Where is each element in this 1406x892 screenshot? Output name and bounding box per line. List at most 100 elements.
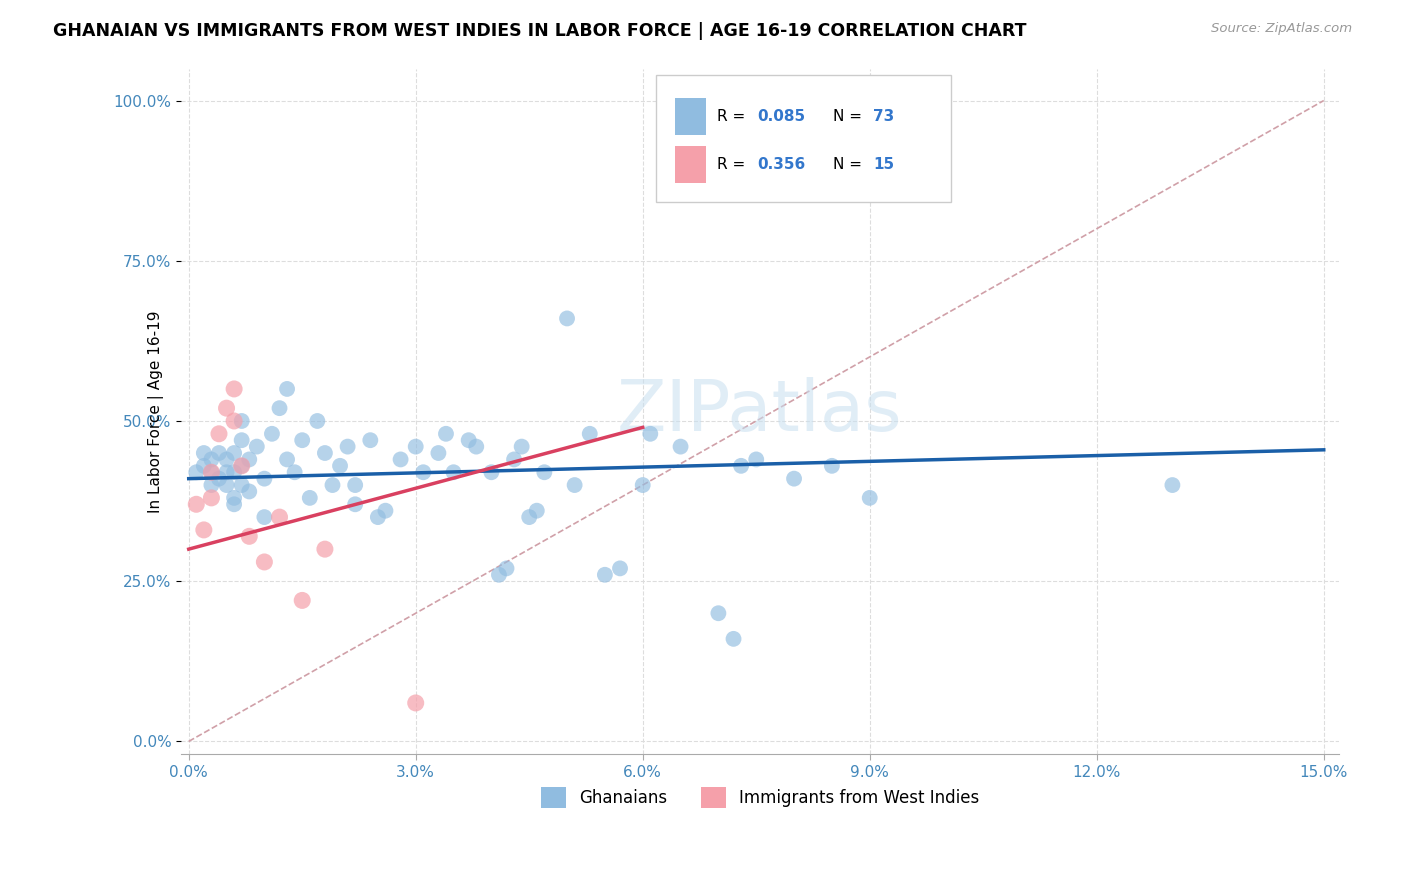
Point bbox=[193, 446, 215, 460]
Point bbox=[224, 446, 246, 460]
Point bbox=[526, 504, 548, 518]
Point bbox=[503, 452, 526, 467]
Point bbox=[224, 414, 246, 428]
Point bbox=[631, 478, 654, 492]
Point bbox=[253, 555, 276, 569]
Point bbox=[200, 465, 222, 479]
Point bbox=[344, 478, 367, 492]
Point bbox=[730, 458, 752, 473]
Text: R =: R = bbox=[717, 157, 751, 172]
Point bbox=[374, 504, 396, 518]
Point bbox=[215, 452, 238, 467]
Point bbox=[238, 529, 260, 543]
FancyBboxPatch shape bbox=[655, 76, 950, 202]
Point bbox=[193, 523, 215, 537]
Point bbox=[488, 567, 510, 582]
Point bbox=[291, 434, 314, 448]
Point bbox=[821, 458, 844, 473]
Text: Source: ZipAtlas.com: Source: ZipAtlas.com bbox=[1212, 22, 1353, 36]
Point bbox=[405, 440, 427, 454]
Point bbox=[260, 426, 283, 441]
Point bbox=[231, 458, 253, 473]
Point bbox=[479, 465, 502, 479]
Point bbox=[564, 478, 586, 492]
Point bbox=[389, 452, 412, 467]
Text: ZIPatlas: ZIPatlas bbox=[617, 376, 903, 446]
Text: N =: N = bbox=[832, 157, 868, 172]
Point bbox=[640, 426, 662, 441]
Point bbox=[231, 434, 253, 448]
Point bbox=[465, 440, 488, 454]
Point bbox=[246, 440, 269, 454]
Point bbox=[238, 452, 260, 467]
Point bbox=[193, 458, 215, 473]
Point bbox=[231, 478, 253, 492]
Point bbox=[517, 510, 540, 524]
Point bbox=[321, 478, 343, 492]
Point bbox=[269, 401, 291, 416]
Point bbox=[723, 632, 745, 646]
Point bbox=[208, 446, 231, 460]
Point bbox=[669, 440, 692, 454]
Point bbox=[215, 465, 238, 479]
Point bbox=[224, 465, 246, 479]
Point bbox=[224, 491, 246, 505]
Point bbox=[314, 542, 336, 557]
Point bbox=[510, 440, 533, 454]
Point bbox=[253, 472, 276, 486]
Point bbox=[224, 497, 246, 511]
Point bbox=[208, 426, 231, 441]
Point bbox=[859, 491, 882, 505]
Point bbox=[208, 472, 231, 486]
Point bbox=[314, 446, 336, 460]
Point bbox=[783, 472, 806, 486]
Point bbox=[238, 484, 260, 499]
Point bbox=[412, 465, 434, 479]
Y-axis label: In Labor Force | Age 16-19: In Labor Force | Age 16-19 bbox=[149, 310, 165, 513]
Point bbox=[745, 452, 768, 467]
Point bbox=[707, 606, 730, 620]
Point bbox=[434, 426, 457, 441]
Point bbox=[186, 497, 208, 511]
Point bbox=[336, 440, 359, 454]
Point bbox=[298, 491, 321, 505]
Legend: Ghanaians, Immigrants from West Indies: Ghanaians, Immigrants from West Indies bbox=[534, 780, 986, 814]
Point bbox=[495, 561, 517, 575]
Point bbox=[276, 382, 298, 396]
Point bbox=[405, 696, 427, 710]
Point bbox=[344, 497, 367, 511]
Point bbox=[329, 458, 352, 473]
Point bbox=[253, 510, 276, 524]
Point bbox=[186, 465, 208, 479]
Text: 0.356: 0.356 bbox=[758, 157, 806, 172]
Text: N =: N = bbox=[832, 109, 868, 124]
Text: 73: 73 bbox=[873, 109, 894, 124]
Point bbox=[367, 510, 389, 524]
Point bbox=[359, 434, 381, 448]
Point bbox=[457, 434, 479, 448]
Point bbox=[533, 465, 555, 479]
Point bbox=[231, 414, 253, 428]
Point bbox=[555, 311, 578, 326]
Point bbox=[284, 465, 307, 479]
Point bbox=[609, 561, 631, 575]
Text: 0.085: 0.085 bbox=[758, 109, 806, 124]
Text: 15: 15 bbox=[873, 157, 894, 172]
Point bbox=[200, 491, 222, 505]
FancyBboxPatch shape bbox=[675, 145, 706, 184]
Point bbox=[200, 478, 222, 492]
Point bbox=[1161, 478, 1184, 492]
Point bbox=[231, 458, 253, 473]
Point bbox=[291, 593, 314, 607]
Point bbox=[307, 414, 329, 428]
Point bbox=[215, 478, 238, 492]
Text: GHANAIAN VS IMMIGRANTS FROM WEST INDIES IN LABOR FORCE | AGE 16-19 CORRELATION C: GHANAIAN VS IMMIGRANTS FROM WEST INDIES … bbox=[53, 22, 1026, 40]
Point bbox=[443, 465, 465, 479]
Point bbox=[427, 446, 450, 460]
Point bbox=[593, 567, 616, 582]
Point bbox=[224, 382, 246, 396]
FancyBboxPatch shape bbox=[675, 97, 706, 136]
Point bbox=[200, 465, 222, 479]
Point bbox=[269, 510, 291, 524]
Text: R =: R = bbox=[717, 109, 751, 124]
